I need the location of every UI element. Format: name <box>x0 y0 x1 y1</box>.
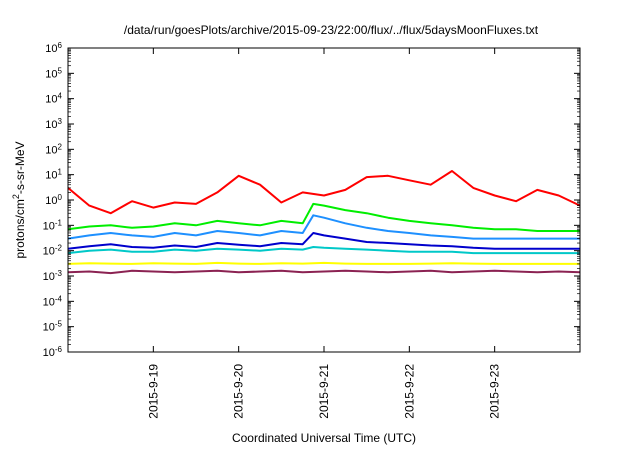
series-layer <box>67 170 581 275</box>
y-tick-label: 10-1 <box>43 218 63 233</box>
y-tick-label: 105 <box>45 66 62 81</box>
y-tick-label: 10-6 <box>43 345 63 360</box>
y-axis-label-superscript: 2 <box>11 194 21 199</box>
y-tick-label: 104 <box>45 91 62 106</box>
y-tick-label: 100 <box>45 193 62 208</box>
y-axis-label: protons/cm2-s-sr-MeV <box>11 141 27 258</box>
y-tick-label: 103 <box>45 117 62 132</box>
series-line-7 <box>67 269 581 275</box>
y-tick-label: 10-2 <box>43 243 63 258</box>
x-tick-label: 2015-9-21 <box>317 364 331 419</box>
x-tick-label: 2015-9-20 <box>232 364 246 419</box>
x-axis-label: Coordinated Universal Time (UTC) <box>232 431 416 445</box>
y-tick-label: 106 <box>45 41 62 56</box>
y-tick-label: 101 <box>45 167 62 182</box>
x-tick-label: 2015-9-23 <box>488 364 502 419</box>
x-axis: 2015-9-19 2015-9-20 2015-9-21 2015-9-22 2015… <box>146 48 502 419</box>
series-line-1 <box>67 170 581 215</box>
x-tick-label: 2015-9-22 <box>402 364 416 419</box>
series-line-3 <box>67 214 580 240</box>
y-axis-label-prefix: protons/cm <box>13 199 27 258</box>
y-tick-label: 102 <box>45 142 62 157</box>
y-tick-label: 10-4 <box>43 294 63 309</box>
chart-title: /data/run/goesPlots/archive/2015-09-23/2… <box>124 23 539 37</box>
series-line-5 <box>67 246 580 255</box>
series-line-2 <box>67 202 580 232</box>
y-tick-label: 10-3 <box>43 269 63 284</box>
x-tick-label: 2015-9-19 <box>146 364 160 419</box>
series-line-4 <box>67 232 580 250</box>
series-line-6 <box>67 261 580 265</box>
y-axis: 106 105 104 103 102 101 100 10-1 10-2 10-3 10-4 10-… <box>43 41 580 360</box>
y-tick-label: 10-5 <box>43 319 63 334</box>
plot-frame <box>67 47 581 353</box>
y-axis-label-suffix: -s-sr-MeV <box>13 141 27 194</box>
